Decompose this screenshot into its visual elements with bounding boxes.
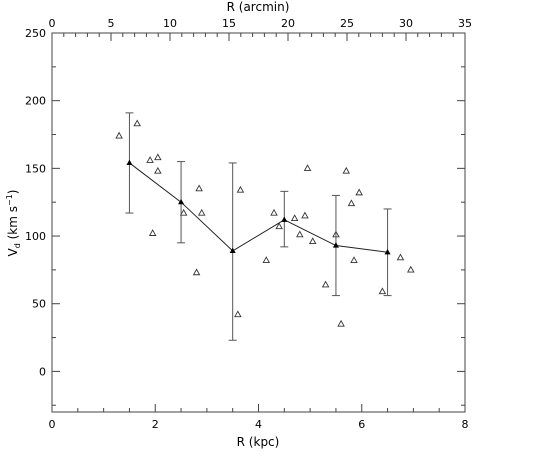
open-triangle-point: [355, 188, 363, 196]
open-triangle-point: [179, 208, 188, 216]
x2-tick-label: 15: [222, 17, 236, 30]
x2-tick-label: 25: [340, 17, 354, 30]
y-axis-title-units: (km s: [6, 206, 20, 243]
open-triangle-point: [301, 211, 309, 219]
plot-frame: [51, 32, 466, 413]
open-triangle-point: [133, 119, 141, 127]
open-triangle-point: [308, 237, 317, 245]
x-axis-title: R (kpc): [237, 435, 280, 449]
open-triangle-point: [146, 156, 154, 163]
y-tick-label: 100: [25, 230, 46, 243]
filled-triangle-point: [281, 216, 288, 222]
binned-series-line: [129, 162, 388, 253]
x2-tick-label: 0: [49, 17, 56, 30]
x2-tick-label: 30: [399, 17, 413, 30]
open-triangle-point: [347, 199, 356, 207]
filled-triangle-point: [384, 248, 391, 255]
y-axis-title: Vd (km s−1): [5, 190, 22, 257]
axes: 0 2 4 6 8 0 5 10 15 20 25 30 35 0 50 100 150 200 250: [25, 17, 472, 431]
x-tick-label: 4: [255, 418, 262, 431]
open-triangle-point: [321, 280, 330, 288]
x2-tick-label: 20: [281, 17, 295, 30]
y-tick-label: 50: [32, 298, 46, 311]
x2-tick-label: 10: [163, 17, 177, 30]
open-triangle-point: [197, 208, 206, 216]
open-triangle-point: [296, 230, 304, 238]
y-axis-title-main: V: [6, 247, 20, 256]
filled-triangle-point: [178, 198, 185, 205]
chart-marks: [115, 112, 415, 341]
filled-triangle-point: [332, 242, 339, 248]
open-triangle-point: [154, 153, 162, 161]
axis-labels: R (kpc) R (arcmin) Vd (km s−1): [5, 0, 289, 449]
y-axis-title-close: ): [6, 190, 20, 195]
open-triangle-point: [270, 208, 278, 216]
y-tick-label: 150: [25, 162, 46, 175]
x2-tick-label: 5: [108, 17, 115, 30]
open-triangle-point: [115, 131, 123, 139]
open-triangle-point: [337, 319, 345, 327]
open-triangle-point: [192, 268, 201, 276]
filled-triangle-point: [126, 159, 133, 166]
x-tick-label: 8: [462, 418, 469, 431]
y-tick-label: 250: [25, 27, 46, 40]
filled-triangle-point: [229, 247, 236, 254]
open-triangle-point: [275, 222, 283, 230]
x2-axis-title: R (arcmin): [227, 0, 290, 14]
x-tick-label: 6: [358, 418, 365, 431]
open-triangle-point: [378, 287, 387, 295]
x-tick-label: 2: [152, 418, 159, 431]
open-triangle-point: [148, 229, 157, 236]
open-triangle-point: [407, 265, 415, 273]
x-tick-label: 0: [49, 418, 56, 431]
y-tick-label: 0: [39, 365, 46, 378]
open-triangle-point: [154, 166, 162, 174]
y-tick-label: 200: [25, 95, 46, 108]
open-triangle-point: [342, 166, 351, 174]
open-triangle-point: [262, 256, 271, 264]
open-triangle-point: [236, 185, 245, 193]
y-axis-title-sub: d: [13, 243, 22, 248]
open-triangle-point: [303, 164, 312, 171]
x2-tick-label: 35: [458, 17, 472, 30]
open-triangle-point: [396, 253, 405, 261]
open-triangle-point: [195, 184, 203, 192]
open-triangle-point: [234, 310, 242, 318]
open-triangle-point: [350, 256, 358, 264]
open-triangle-point: [290, 214, 299, 222]
y-axis-title-exp: −1: [5, 194, 14, 206]
